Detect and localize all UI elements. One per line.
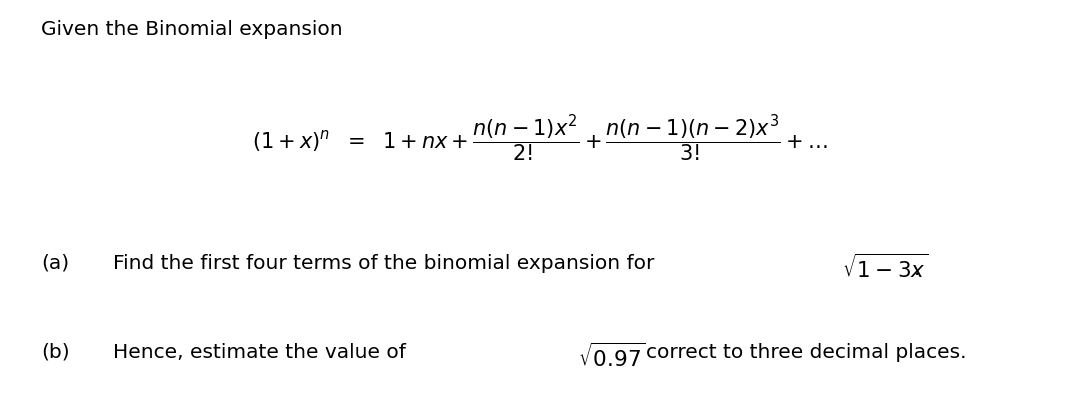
Text: $\sqrt{1-3x}$: $\sqrt{1-3x}$ — [842, 254, 929, 282]
Text: (a): (a) — [41, 254, 69, 273]
Text: $\sqrt{0.97}$: $\sqrt{0.97}$ — [578, 343, 646, 371]
Text: Given the Binomial expansion: Given the Binomial expansion — [41, 20, 342, 39]
Text: .: . — [914, 260, 920, 279]
Text: (b): (b) — [41, 343, 70, 361]
Text: Hence, estimate the value of: Hence, estimate the value of — [113, 343, 406, 361]
Text: correct to three decimal places.: correct to three decimal places. — [646, 343, 967, 361]
Text: $\left(1+x\right)^{n}\ \ =\ \ 1+nx+\dfrac{n(n-1)x^{2}}{2!}+\dfrac{n(n-1)(n-2)x^{: $\left(1+x\right)^{n}\ \ =\ \ 1+nx+\dfra… — [253, 113, 827, 164]
Text: Find the first four terms of the binomial expansion for: Find the first four terms of the binomia… — [113, 254, 654, 273]
